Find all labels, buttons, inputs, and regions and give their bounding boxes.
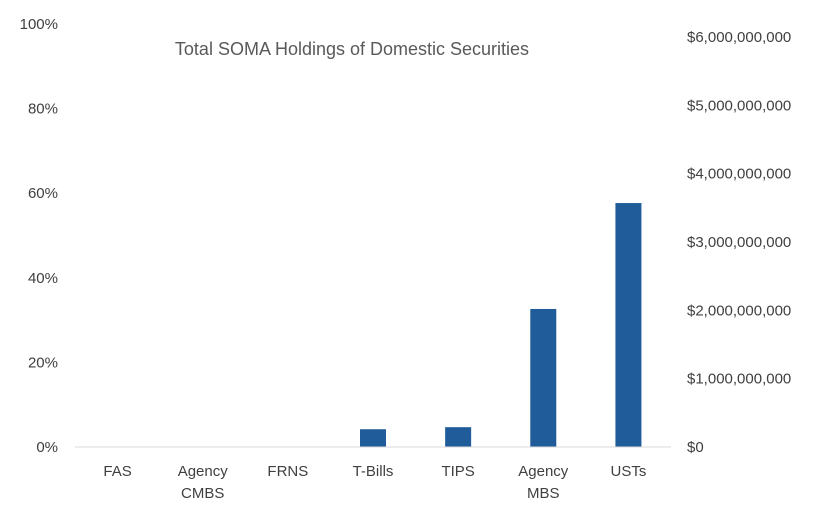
left-tick-label: 20%: [28, 354, 58, 371]
category-label: Agency MBS: [518, 463, 569, 502]
left-tick-label: 40%: [28, 270, 58, 287]
right-tick-label: $5,000,000,000: [687, 97, 791, 114]
bar: [530, 308, 557, 447]
category-label: TIPS: [441, 463, 474, 480]
category-label: T-Bills: [353, 463, 394, 480]
right-tick-label: $4,000,000,000: [687, 166, 791, 183]
category-label: Agency CMBS: [178, 463, 229, 502]
left-axis-ticks: 0% 20% 40% 60% 80% 100%: [20, 16, 58, 456]
right-tick-label: $0: [687, 439, 704, 456]
right-tick-label: $6,000,000,000: [687, 29, 791, 46]
right-tick-label: $1,000,000,000: [687, 371, 791, 388]
category-label: FAS: [103, 463, 131, 480]
left-tick-label: 60%: [28, 185, 58, 202]
bar: [445, 427, 472, 447]
category-label: FRNS: [267, 463, 308, 480]
left-tick-label: 80%: [28, 101, 58, 118]
right-tick-label: $3,000,000,000: [687, 234, 791, 251]
left-tick-label: 100%: [20, 16, 58, 33]
bar: [615, 203, 642, 447]
chart-title: Total SOMA Holdings of Domestic Securiti…: [175, 39, 529, 59]
category-labels: FAS Agency CMBS FRNS T-Bills TIPS Agency MBS UST…: [103, 463, 646, 502]
category-label: USTs: [611, 463, 647, 480]
left-tick-label: 0%: [36, 439, 58, 456]
bar: [360, 429, 386, 447]
bar-series: [360, 203, 642, 447]
right-axis-ticks: $0 $1,000,000,000 $2,000,000,000 $3,000,000…: [687, 29, 791, 456]
right-tick-label: $2,000,000,000: [687, 302, 791, 319]
